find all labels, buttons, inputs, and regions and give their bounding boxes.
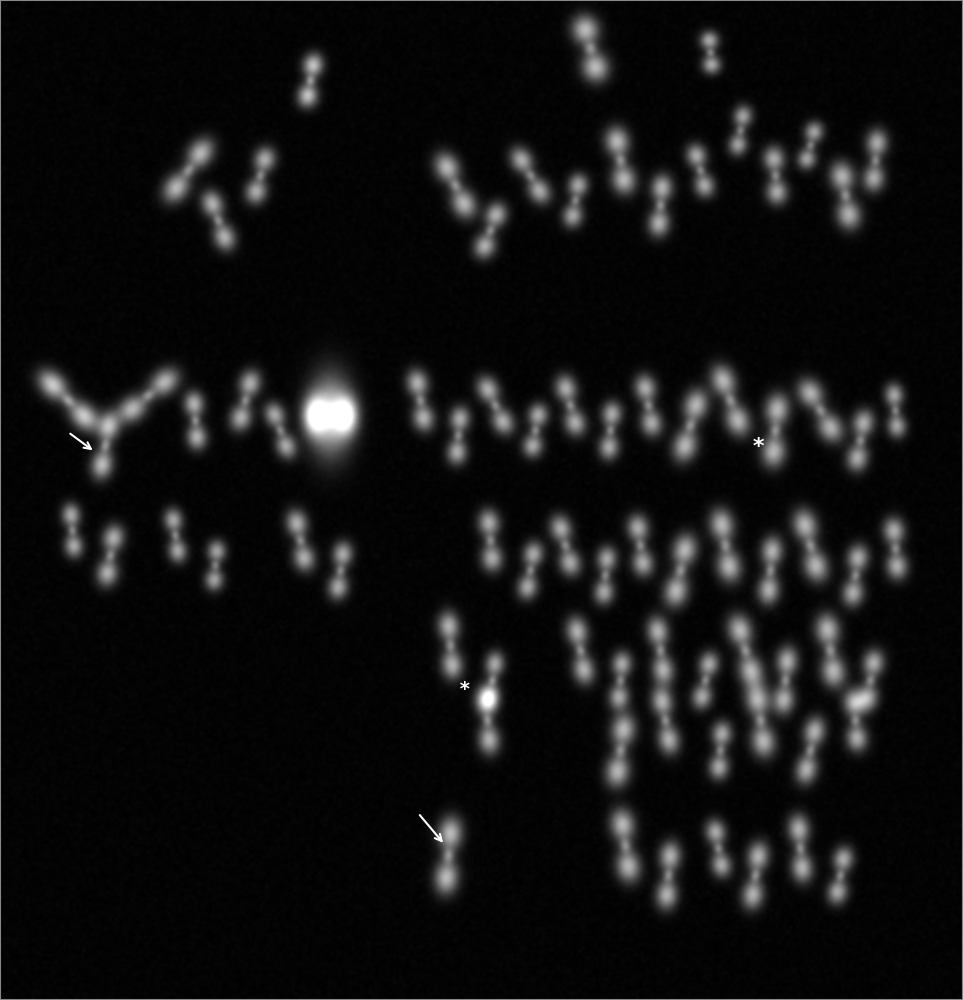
Text: *: *: [751, 437, 765, 457]
Text: *: *: [459, 680, 471, 700]
